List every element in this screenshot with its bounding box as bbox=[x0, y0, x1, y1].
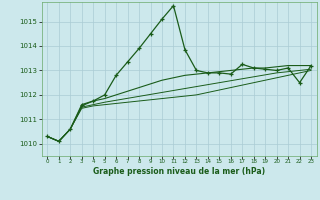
X-axis label: Graphe pression niveau de la mer (hPa): Graphe pression niveau de la mer (hPa) bbox=[93, 167, 265, 176]
